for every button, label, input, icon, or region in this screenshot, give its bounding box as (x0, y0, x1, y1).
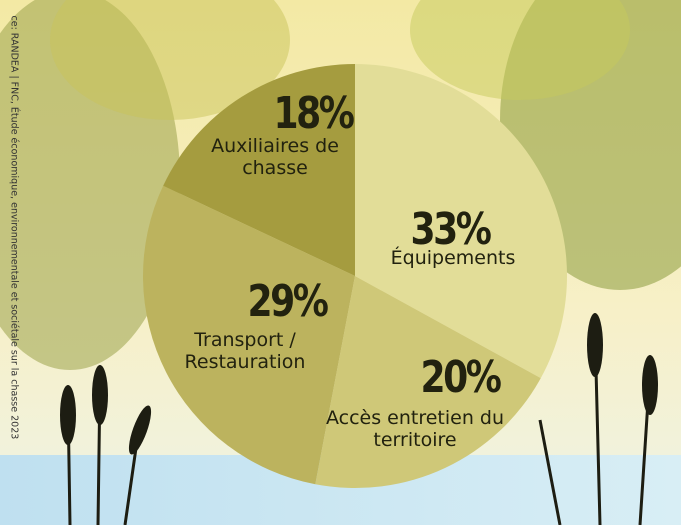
pie-slice (355, 64, 568, 379)
pie-slice (142, 185, 355, 485)
category-label: Accès entretien du territoire (325, 407, 505, 451)
source-note: ce: RANDEA | FNC, Étude économique, envi… (8, 15, 20, 440)
value-label: 18% (273, 88, 354, 139)
value-label: 33% (410, 204, 491, 255)
category-label: Équipements (390, 247, 516, 269)
pie-slice (163, 64, 355, 276)
value-label: 29% (247, 276, 328, 327)
cattail-heads (60, 313, 658, 455)
category-label: Auxiliaires de chasse (211, 135, 339, 179)
pie (142, 64, 568, 489)
category-label: Transport / Restauration (184, 329, 306, 373)
cattails (66, 329, 652, 525)
pie-slice (315, 276, 541, 489)
foliage (410, 0, 630, 100)
value-label: 20% (420, 352, 501, 403)
foliage (50, 0, 290, 120)
